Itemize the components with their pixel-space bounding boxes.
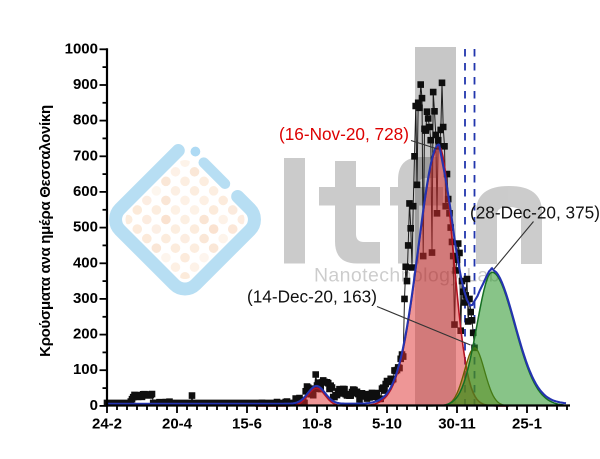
svg-text:200: 200 (73, 326, 98, 343)
svg-text:0: 0 (90, 397, 98, 414)
svg-text:900: 900 (73, 76, 98, 93)
svg-text:5-10: 5-10 (372, 416, 402, 433)
svg-text:30-11: 30-11 (438, 416, 476, 433)
svg-text:400: 400 (73, 254, 98, 271)
svg-text:800: 800 (73, 112, 98, 129)
svg-text:15-6: 15-6 (232, 416, 262, 433)
svg-text:20-4: 20-4 (162, 416, 193, 433)
svg-text:300: 300 (73, 290, 98, 307)
svg-text:(14-Dec-20, 163): (14-Dec-20, 163) (247, 287, 377, 307)
svg-text:700: 700 (73, 147, 98, 164)
svg-text:1000: 1000 (65, 40, 98, 57)
svg-text:(28-Dec-20, 375): (28-Dec-20, 375) (470, 203, 600, 223)
svg-text:10-8: 10-8 (302, 416, 332, 433)
svg-text:100: 100 (73, 361, 98, 378)
svg-text:600: 600 (73, 183, 98, 200)
svg-text:500: 500 (73, 219, 98, 236)
svg-text:25-1: 25-1 (512, 416, 542, 433)
svg-text:24-2: 24-2 (92, 416, 122, 433)
svg-text:Κρούσματα ανα ημέρα Θεσσαλονίκ: Κρούσματα ανα ημέρα Θεσσαλονίκη (37, 105, 54, 357)
svg-text:(16-Nov-20, 728): (16-Nov-20, 728) (279, 124, 409, 144)
